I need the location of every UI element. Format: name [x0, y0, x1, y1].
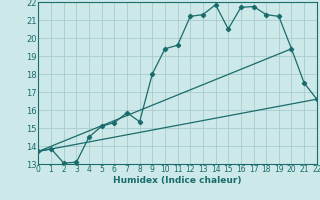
- X-axis label: Humidex (Indice chaleur): Humidex (Indice chaleur): [113, 176, 242, 185]
